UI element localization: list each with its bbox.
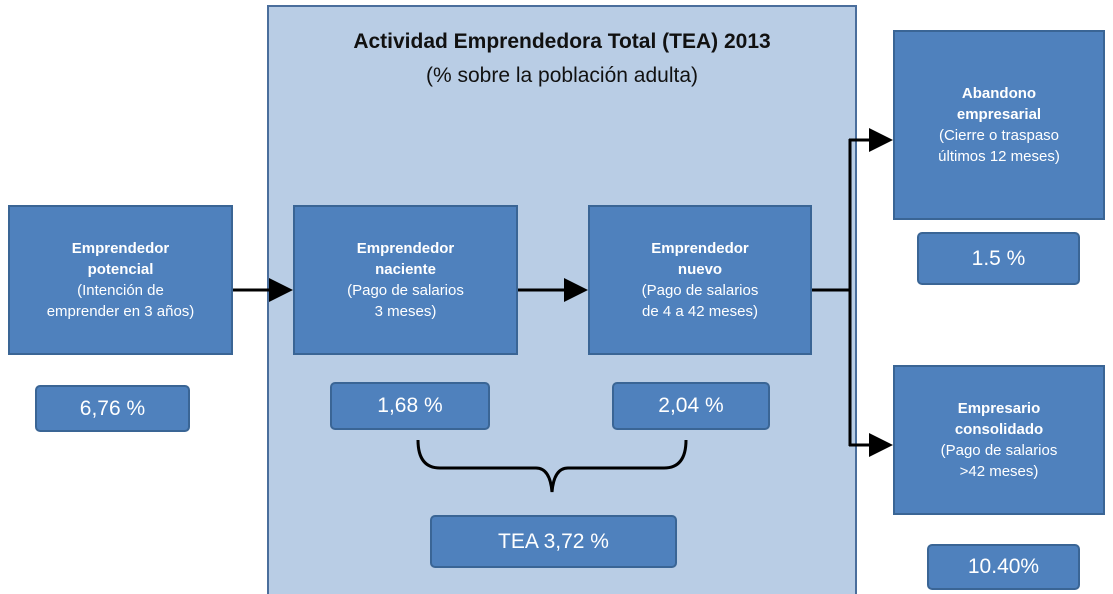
node-box: Emprendedor potencial (Intención de emprend… xyxy=(8,205,233,355)
node-value: 10.40% xyxy=(927,544,1080,590)
node-note: (Pago de salarios xyxy=(347,282,464,299)
node-label: Emprendedor xyxy=(651,240,749,257)
node-box: Emprendedor nuevo (Pago de salarios de 4 a … xyxy=(588,205,812,355)
tea-value: TEA 3,72 % xyxy=(430,515,677,568)
node-note: (Pago de salarios xyxy=(641,282,759,299)
node-value: 2,04 % xyxy=(612,382,770,430)
node-label: empresarial xyxy=(956,106,1042,123)
node-value: 1,68 % xyxy=(330,382,490,430)
node-label: Abandono xyxy=(961,85,1037,102)
node-box: Emprendedor naciente (Pago de salarios 3 me… xyxy=(293,205,518,355)
node-note: (Pago de salarios xyxy=(940,442,1058,459)
node-note: emprender en 3 años) xyxy=(46,303,195,320)
node-label: potencial xyxy=(87,261,154,278)
node-note: (Intención de xyxy=(77,282,164,299)
node-label: naciente xyxy=(375,261,436,278)
node-label: consolidado xyxy=(954,421,1044,438)
node-value: 6,76 % xyxy=(35,385,190,432)
node-label: Empresario xyxy=(957,400,1041,417)
brace xyxy=(416,439,688,493)
node-value: 1.5 % xyxy=(917,232,1080,285)
node-note: >42 meses) xyxy=(959,463,1039,480)
node-label: nuevo xyxy=(677,261,723,278)
node-box: Abandono empresarial (Cierre o traspaso últ… xyxy=(893,30,1105,220)
title: Actividad Emprendedora Total (TEA) 2013 xyxy=(353,30,771,53)
node-note: de 4 a 42 meses) xyxy=(642,303,758,320)
node-label: Emprendedor xyxy=(71,240,170,257)
node-note: 3 meses) xyxy=(374,303,437,320)
node-label: Emprendedor xyxy=(356,240,455,257)
node-box: Empresario consolidado (Pago de salarios >4… xyxy=(893,365,1105,515)
node-note: (Cierre o traspaso xyxy=(938,127,1060,144)
node-note: últimos 12 meses) xyxy=(938,148,1060,165)
subtitle: (% sobre la población adulta) xyxy=(426,64,698,87)
